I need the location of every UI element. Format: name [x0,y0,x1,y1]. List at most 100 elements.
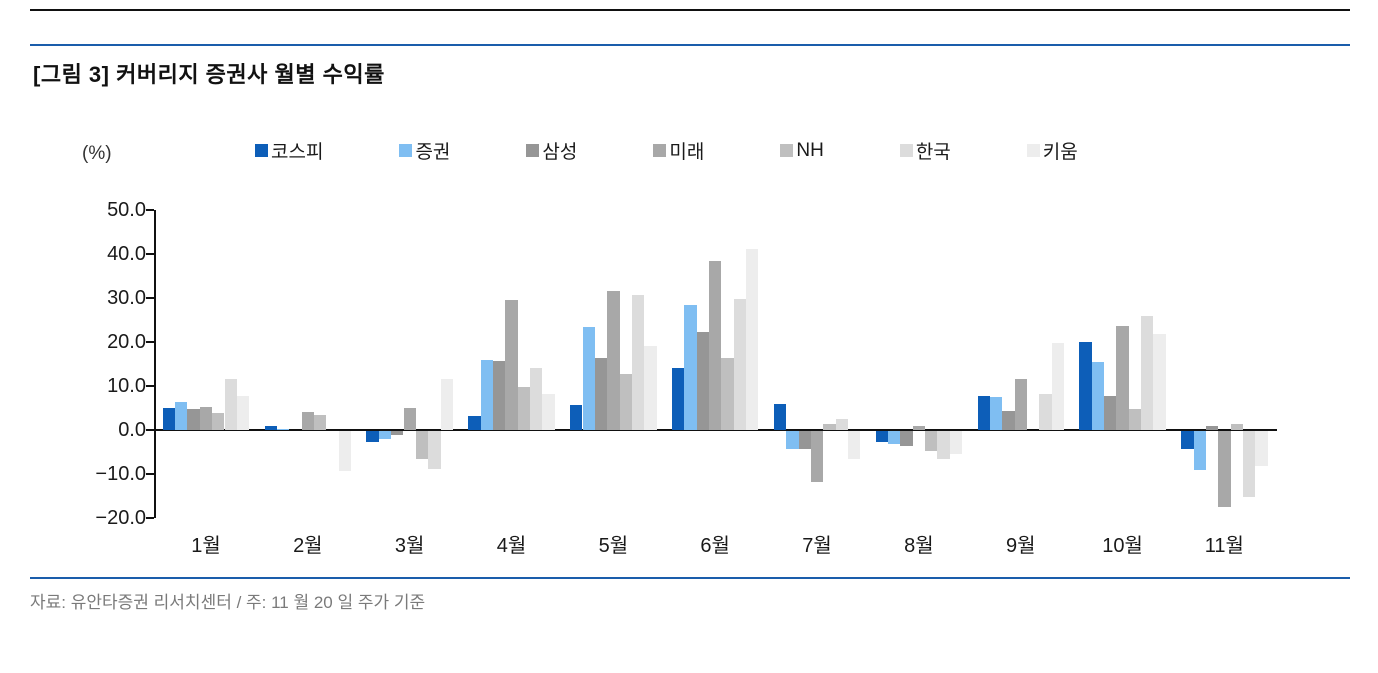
bar-증권 [378,431,392,439]
bar-한국 [224,378,237,430]
bar-증권 [175,402,188,430]
footer-divider [30,577,1350,579]
source-note: 자료: 유안타증권 리서치센터 / 주: 11 월 20 일 주가 기준 [30,593,426,612]
bar-미래 [1218,431,1231,508]
bar-삼성 [1104,395,1117,430]
bar-미래 [403,408,416,430]
bar-미래 [505,300,518,430]
x-axis-label: 8월 [904,535,934,557]
legend-label: 증권 [415,142,451,163]
bar-한국 [1141,315,1154,430]
x-axis-label: 4월 [496,535,527,557]
bar-키움 [746,248,759,430]
bar-키움 [949,431,963,454]
legend-swatch-icon [653,144,667,157]
bar-증권 [1091,362,1105,430]
y-tick-label: 20.0 [107,331,146,353]
bar-키움 [542,393,555,430]
bar-삼성 [187,408,200,430]
bar-코스피 [1181,431,1194,450]
legend-label: 키움 [1042,142,1078,163]
figure-title: [그림 3] 커버리지 증권사 월별 수익률 [33,62,385,87]
legend-item: 코스피 [255,137,323,164]
y-tick-mark [146,429,154,431]
bar-코스피 [570,404,583,430]
y-tick-label: 40.0 [107,243,146,265]
legend-swatch-icon [399,144,413,157]
legend-label: NH [796,139,824,161]
bar-증권 [989,396,1003,430]
bar-증권 [480,359,493,430]
x-axis-label: 1월 [191,535,221,557]
bar-코스피 [1079,341,1092,430]
bar-한국 [1242,431,1256,497]
bar-코스피 [162,408,176,430]
y-tick-mark [146,297,154,299]
bar-키움 [440,378,453,430]
bar-코스피 [264,426,277,430]
bar-한국 [937,431,950,460]
bar-증권 [582,327,595,430]
bar-코스피 [672,367,685,430]
chart-legend: 코스피 증권 삼성 미래 NH 한국 키움 [255,137,1078,164]
legend-label: 삼성 [542,142,578,163]
x-axis-label: 5월 [598,535,629,557]
bar-NH [1128,409,1142,430]
bar-증권 [1193,431,1206,471]
legend-label: 한국 [915,142,951,163]
bar-코스피 [977,396,990,430]
bar-한국 [835,419,848,430]
bar-삼성 [391,431,404,435]
bar-NH [314,415,327,430]
legend-swatch-icon [899,144,913,157]
y-tick-label: −20.0 [95,507,146,529]
legend-swatch-icon [780,144,794,157]
y-tick-label: 0.0 [118,419,146,441]
legend-item: 키움 [1026,137,1078,164]
y-tick-mark [146,253,154,255]
bar-미래 [810,431,824,482]
bar-미래 [301,411,314,430]
legend-label: 코스피 [271,142,324,163]
bar-코스피 [468,415,481,430]
bar-미래 [607,291,620,430]
legend-swatch-icon [526,144,540,157]
bar-NH [212,413,225,430]
x-axis-label: 6월 [700,535,730,557]
bar-한국 [1039,393,1052,430]
bar-NH [721,357,734,430]
x-axis-zero-line [155,429,1277,431]
bar-코스피 [875,431,888,442]
bar-미래 [709,261,722,430]
y-tick-mark [146,341,154,343]
bar-NH [619,374,632,430]
bar-한국 [530,367,543,430]
y-tick-label: 50.0 [107,199,146,221]
bar-삼성 [696,331,709,430]
header-divider [30,44,1350,46]
bar-삼성 [798,431,811,449]
bar-NH [823,424,836,430]
bar-삼성 [1205,425,1219,430]
y-axis [153,210,156,518]
bar-한국 [428,431,441,470]
bar-NH [925,431,938,451]
x-axis-label: 9월 [1005,535,1036,557]
legend-item: 삼성 [526,137,577,164]
bar-키움 [847,431,861,460]
legend-item: NH [780,139,824,162]
y-axis-unit-label: (%) [82,143,112,164]
y-tick-label: 30.0 [107,287,146,309]
y-tick-mark [146,517,154,519]
bar-삼성 [1002,410,1015,430]
bar-키움 [1255,431,1268,467]
x-axis-label: 11월 [1204,535,1244,557]
legend-item: 미래 [653,137,704,164]
legend-item: 한국 [899,137,951,164]
bar-코스피 [366,431,379,442]
bar-키움 [338,431,351,472]
x-axis-label: 3월 [394,535,425,557]
bar-미래 [1014,378,1027,430]
legend-label: 미래 [669,142,705,163]
